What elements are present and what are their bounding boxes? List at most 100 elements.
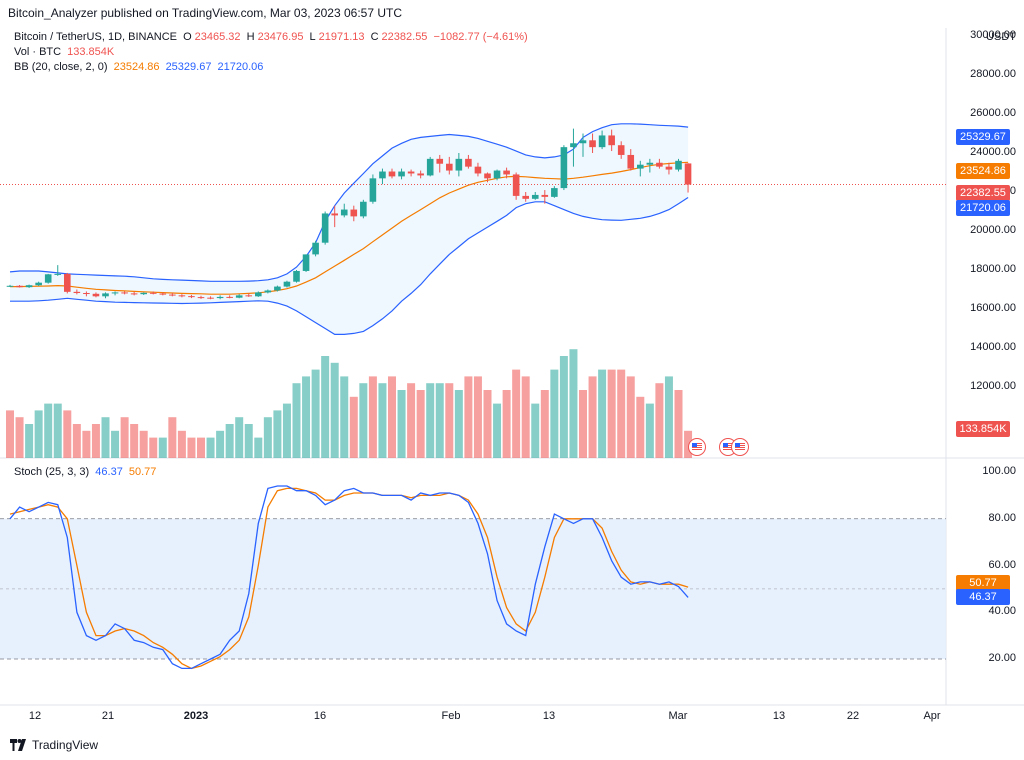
us-flag-event-icon[interactable] [731, 438, 749, 456]
volume-bar [53, 403, 62, 458]
time-tick-label: Feb [441, 710, 461, 722]
volume-bar [177, 430, 186, 458]
volume-bar [139, 430, 148, 458]
volume-bar [435, 383, 444, 458]
volume-bar [44, 403, 53, 458]
candle-body [197, 297, 205, 299]
candle-body [522, 195, 529, 199]
stoch-label[interactable]: Stoch (25, 3, 3) [14, 466, 90, 478]
candle-body [64, 273, 71, 292]
volume-bar [378, 383, 387, 458]
volume-bar [473, 376, 482, 458]
candle-body [598, 135, 606, 148]
candle-body [16, 285, 23, 288]
stoch-tick-label: 80.00 [988, 511, 1016, 524]
candle-body [312, 242, 319, 255]
candle-body [235, 295, 243, 298]
candle-body [407, 171, 415, 174]
bb-label[interactable]: BB (20, close, 2, 0) [14, 61, 108, 73]
candle-body [245, 295, 253, 297]
bb-legend: BB (20, close, 2, 0) 23524.86 25329.67 2… [14, 61, 266, 73]
volume-value: 133.854K [67, 46, 115, 58]
candle-body [398, 171, 405, 177]
volume-bar [282, 403, 291, 458]
volume-bar [34, 410, 43, 458]
change-value: −1082.77 (−4.61%) [433, 31, 528, 43]
volume-bar [101, 417, 110, 458]
stoch-tick-label: 60.00 [988, 558, 1016, 571]
candle-body [646, 162, 654, 165]
candle-body [388, 171, 396, 177]
stoch-legend: Stoch (25, 3, 3) 46.37 50.77 [14, 466, 159, 478]
volume-bar [302, 376, 311, 458]
volume-bar [388, 376, 396, 458]
candle-body [684, 163, 692, 185]
candle-body [226, 296, 233, 298]
us-flag-event-icon[interactable] [688, 438, 706, 456]
bb-lower-value: 21720.06 [217, 61, 264, 73]
volume-bar [149, 437, 158, 458]
volume-bar [368, 376, 377, 458]
volume-label[interactable]: Vol · BTC [14, 46, 62, 58]
bb-basis-tag: 23524.86 [956, 163, 1010, 179]
close-label: C [370, 31, 379, 43]
time-tick-label: Mar [668, 710, 688, 722]
volume-tag: 133.854K [956, 421, 1010, 437]
candle-body [369, 178, 377, 202]
candle-body [656, 162, 663, 167]
candle-body [446, 163, 453, 171]
price-tick-label: 26000.00 [970, 107, 1016, 119]
candle-body [455, 158, 463, 171]
volume-bar [120, 417, 129, 458]
volume-bar [531, 403, 540, 458]
price-tick-label: 16000.00 [970, 302, 1016, 314]
volume-bar [321, 356, 330, 458]
volume-bar [330, 362, 339, 458]
candle-body [493, 170, 501, 179]
volume-bar [483, 390, 492, 458]
tradingview-logo[interactable]: TradingView [10, 738, 98, 752]
volume-bar [598, 369, 607, 458]
volume-bar [416, 390, 425, 458]
candle-body [436, 158, 444, 164]
volume-bar [359, 383, 368, 458]
symbol-title[interactable]: Bitcoin / TetherUS, 1D, BINANCE [14, 31, 178, 43]
volume-bar [63, 410, 72, 458]
low-label: L [309, 31, 316, 43]
price-tick-label: 24000.00 [970, 146, 1016, 158]
tradingview-brand: TradingView [32, 738, 99, 752]
stoch-d-tag: 50.77 [956, 575, 1010, 591]
candle-body [73, 291, 81, 294]
volume-bar [197, 437, 205, 458]
candle-body [675, 160, 682, 170]
volume-bar [626, 376, 635, 458]
stoch-tick-label: 100.00 [982, 465, 1016, 477]
candle-body [465, 158, 472, 167]
candle-body [293, 270, 300, 282]
volume-bar [607, 369, 616, 458]
candle-body [331, 213, 338, 216]
volume-bar [130, 424, 139, 458]
bb-upper-value: 25329.67 [165, 61, 212, 73]
candle-body [159, 293, 167, 295]
candle-body [111, 292, 119, 294]
candle-body [350, 209, 358, 217]
stoch-k-line [9, 485, 689, 670]
volume-bar [636, 396, 645, 458]
candle-body [503, 170, 510, 175]
candle-body [6, 285, 14, 287]
volume-bar [216, 430, 225, 458]
close-value: 22382.55 [381, 31, 428, 43]
price-tick-label: 18000.00 [970, 263, 1016, 275]
volume-bar [254, 437, 263, 458]
symbol-legend: Bitcoin / TetherUS, 1D, BINANCE O 23465.3… [14, 31, 531, 43]
volume-bar [349, 396, 358, 458]
volume-bar [407, 383, 416, 458]
candle-body [188, 296, 195, 298]
candle-body [130, 293, 138, 295]
volume-bar [206, 437, 215, 458]
volume-bar [225, 424, 234, 458]
candle-body [340, 209, 348, 216]
volume-bar [512, 369, 521, 458]
